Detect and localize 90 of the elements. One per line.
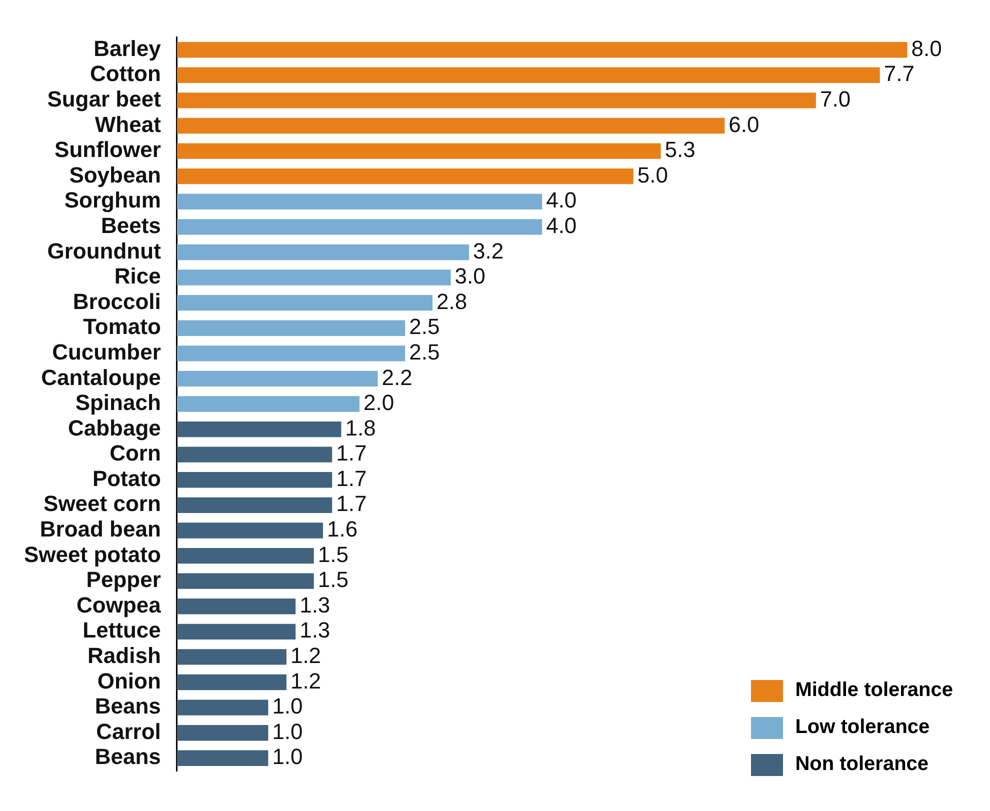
bar	[176, 421, 342, 438]
y-tick-label: Sugar beet	[47, 86, 162, 112]
y-tick-label: Sweet potato	[24, 542, 161, 567]
y-tick-label: Groundnut	[47, 238, 162, 264]
y-tick-label: Cowpea	[76, 592, 162, 618]
data-label: 2.8	[436, 288, 468, 314]
bar	[176, 294, 433, 311]
data-label: 4.0	[546, 212, 577, 238]
y-tick-label: Beans	[94, 694, 161, 719]
data-label: 1.7	[336, 491, 367, 516]
y-tick-label: Sweet corn	[44, 491, 161, 516]
bar	[176, 143, 661, 159]
data-label: 1.0	[272, 694, 303, 719]
data-label: 1.3	[300, 592, 330, 618]
data-label: 2.5	[409, 314, 440, 340]
bar	[176, 700, 268, 716]
data-label: 1.8	[345, 415, 376, 440]
y-tick-label: Tomato	[83, 314, 161, 340]
bar	[176, 219, 542, 235]
y-tick-label: Cantaloupe	[41, 364, 161, 390]
data-label: 2.0	[363, 390, 394, 416]
bar	[176, 548, 314, 564]
y-tick-label: Cabbage	[68, 415, 161, 440]
y-tick-label: Corn	[110, 440, 161, 466]
bar	[176, 118, 725, 134]
y-tick-label: Radish	[88, 643, 161, 668]
data-label: 1.7	[336, 440, 367, 466]
data-label: 3.0	[454, 264, 486, 289]
legend-label: Middle tolerance	[795, 679, 953, 702]
y-tick-label: Rice	[114, 264, 161, 289]
data-label: 6.0	[728, 112, 760, 137]
bar	[176, 168, 634, 184]
bar	[176, 396, 360, 412]
data-label: 7.7	[884, 61, 914, 86]
y-tick-label: Sorghum	[64, 188, 161, 213]
y-tick-label: Soybean	[69, 162, 161, 188]
bar	[176, 649, 286, 665]
y-tick-label: Onion	[97, 668, 161, 694]
data-label: 1.0	[272, 744, 303, 770]
bar	[176, 320, 406, 336]
y-tick-label: Carrol	[96, 718, 161, 744]
y-tick-label: Beans	[94, 744, 161, 770]
data-label: 3.2	[473, 238, 504, 264]
bar	[176, 346, 406, 362]
bar	[176, 42, 908, 58]
data-label: 7.0	[820, 86, 851, 112]
bar	[176, 750, 268, 766]
y-tick-label: Wheat	[94, 112, 162, 137]
y-tick-label: Pepper	[86, 567, 162, 592]
data-label: 1.5	[318, 542, 348, 567]
data-label: 1.0	[272, 718, 303, 744]
data-label: 1.3	[300, 618, 330, 643]
bar	[176, 522, 323, 538]
data-label: 1.2	[290, 643, 322, 668]
bar	[176, 446, 332, 462]
y-tick-label: Cucumber	[52, 339, 162, 364]
bar	[176, 370, 378, 387]
bar	[176, 92, 816, 108]
y-tick-label: Cotton	[90, 61, 161, 86]
data-label: 2.2	[382, 364, 412, 390]
y-tick-label: Potato	[92, 466, 161, 491]
data-label: 5.0	[637, 162, 668, 188]
bar	[176, 624, 296, 640]
y-tick-label: Broccoli	[72, 288, 161, 314]
legend-label: Non tolerance	[795, 753, 929, 776]
data-label: 1.2	[290, 668, 322, 694]
bar	[176, 270, 451, 286]
bar	[176, 598, 296, 614]
bar	[176, 194, 542, 210]
bar	[176, 244, 470, 260]
data-label: 8.0	[911, 36, 942, 61]
bar	[176, 472, 332, 488]
y-tick-label: Spinach	[75, 390, 161, 416]
bar	[176, 497, 332, 514]
legend-label: Low tolerance	[795, 716, 930, 739]
bar	[176, 573, 314, 589]
y-tick-label: Sunflower	[54, 137, 162, 162]
bar	[176, 725, 268, 741]
y-tick-label: Lettuce	[82, 618, 161, 643]
bar	[176, 67, 880, 83]
y-tick-label: Beets	[100, 212, 161, 238]
y-tick-label: Barley	[94, 36, 162, 61]
data-label: 4.0	[546, 188, 577, 213]
data-label: 2.5	[409, 339, 440, 364]
data-label: 1.5	[318, 567, 348, 592]
y-tick-label: Broad bean	[40, 516, 161, 542]
data-label: 1.6	[326, 516, 358, 542]
data-label: 1.7	[336, 466, 367, 491]
data-label: 5.3	[664, 137, 696, 162]
bar	[176, 674, 286, 690]
